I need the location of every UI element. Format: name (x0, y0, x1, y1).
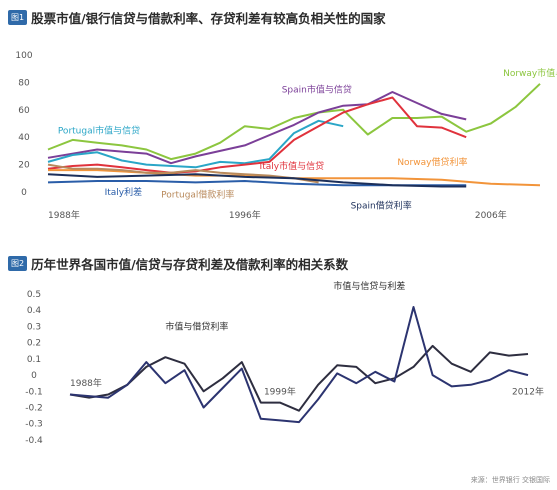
source-note: 来源：世界银行 交银国际 (471, 475, 550, 484)
series-line-7 (47, 173, 467, 188)
figure-badge-1: 图1 (8, 10, 28, 25)
y-tick-label: 40 (18, 133, 30, 143)
series-label: 市值与借贷利率 (165, 320, 228, 332)
y-tick-label: 20 (18, 161, 30, 171)
chart-1-svg: 0 20 40 60 80 100 1988年 1996年 2006年 Norway市值与信贷 Sp… (15, 51, 557, 221)
series-label: Italy市值与信贷 (260, 160, 325, 172)
y-tick-label: 100 (15, 51, 32, 61)
series-line-1 (69, 306, 529, 424)
y-tick-label: 60 (18, 106, 30, 116)
series-line-5 (47, 163, 319, 184)
y-tick-label: -0.4 (25, 436, 43, 446)
y-tick-label: -0.1 (25, 387, 43, 397)
series-line-3 (47, 96, 467, 174)
y-tick-label: 0.5 (27, 290, 41, 300)
series-line-1 (47, 91, 467, 165)
series-label: Italy利差 (105, 186, 143, 198)
series-label: Spain借贷利率 (351, 200, 412, 212)
y-tick-label: -0.2 (25, 403, 43, 413)
figure-badge-2: 图2 (8, 256, 28, 271)
series-label: Portugal市值与信贷 (58, 124, 140, 136)
y-tick-label: 80 (18, 78, 30, 88)
chart-panel-1: 图1 股票市值/银行信贷与借款利率、存贷利差有较高负相关性的国家 0 20 40 60… (0, 0, 557, 240)
x-tick-label: 1996年 (229, 209, 261, 221)
series-label: Norway市值与信贷 (503, 67, 557, 79)
figure-title-2: 图2 历年世界各国市值/信贷与存贷利差及借款利率的相关系数 (8, 254, 348, 273)
series-label: Portugal借款利率 (161, 189, 234, 201)
y-tick-label: 0.4 (27, 306, 42, 316)
series-label: Spain市值与信贷 (282, 83, 352, 95)
series-label: 市值与信贷与利差 (333, 280, 405, 292)
y-tick-label: 0.3 (27, 322, 41, 332)
y-tick-label: 0 (31, 371, 37, 381)
series-label: Norway借贷利率 (397, 156, 467, 168)
series-line-0 (69, 344, 529, 412)
x-tick-label: 1988年 (48, 209, 80, 221)
year-annotation: 1988年 (70, 377, 102, 389)
y-tick-label: -0.3 (25, 420, 43, 430)
chart-2-svg: 0.5 0.4 0.3 0.2 0.1 0 -0.1 -0.2 -0.3 -0.4 1988年 199… (25, 280, 550, 484)
x-tick-label: 2006年 (475, 209, 507, 221)
year-annotation: 2012年 (512, 385, 544, 397)
chart-panel-2: 图2 历年世界各国市值/信贷与存贷利差及借款利率的相关系数 0.5 0.4 0.3 0… (0, 246, 557, 490)
year-annotation: 1999年 (264, 385, 296, 397)
figure-title-1: 图1 股票市值/银行信贷与借款利率、存贷利差有较高负相关性的国家 (8, 8, 386, 27)
y-tick-label: 0.1 (27, 355, 41, 365)
y-tick-label: 0.2 (27, 339, 41, 349)
series-line-2 (47, 119, 344, 169)
y-tick-label: 0 (21, 188, 27, 198)
figure-title-text-1: 股票市值/银行信贷与借款利率、存贷利差有较高负相关性的国家 (31, 11, 386, 26)
figure-title-text-2: 历年世界各国市值/信贷与存贷利差及借款利率的相关系数 (31, 257, 349, 272)
series-line-0 (47, 83, 541, 161)
